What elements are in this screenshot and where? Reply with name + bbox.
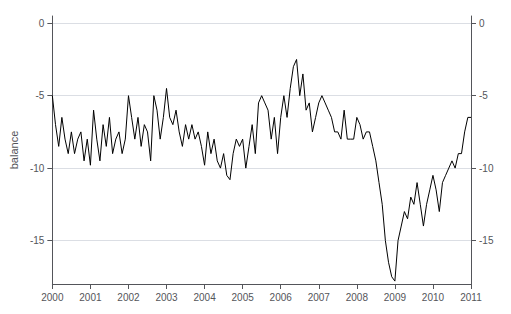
svg-text:-5: -5 [479,90,488,101]
svg-text:2010: 2010 [422,292,445,303]
svg-text:2002: 2002 [117,292,140,303]
svg-text:0: 0 [39,18,45,29]
svg-text:2006: 2006 [270,292,293,303]
svg-text:2008: 2008 [346,292,369,303]
svg-text:-15: -15 [479,235,494,246]
svg-text:-10: -10 [30,163,45,174]
svg-text:2009: 2009 [384,292,407,303]
svg-text:-5: -5 [35,90,44,101]
svg-text:2011: 2011 [460,292,482,303]
svg-text:-10: -10 [479,163,494,174]
svg-text:2001: 2001 [79,292,102,303]
svg-text:-15: -15 [30,235,45,246]
svg-text:2007: 2007 [308,292,331,303]
svg-text:2000: 2000 [41,292,64,303]
svg-text:2003: 2003 [155,292,178,303]
svg-text:2005: 2005 [232,292,255,303]
svg-text:balance: balance [8,131,20,170]
svg-text:2004: 2004 [193,292,216,303]
svg-text:0: 0 [479,18,485,29]
